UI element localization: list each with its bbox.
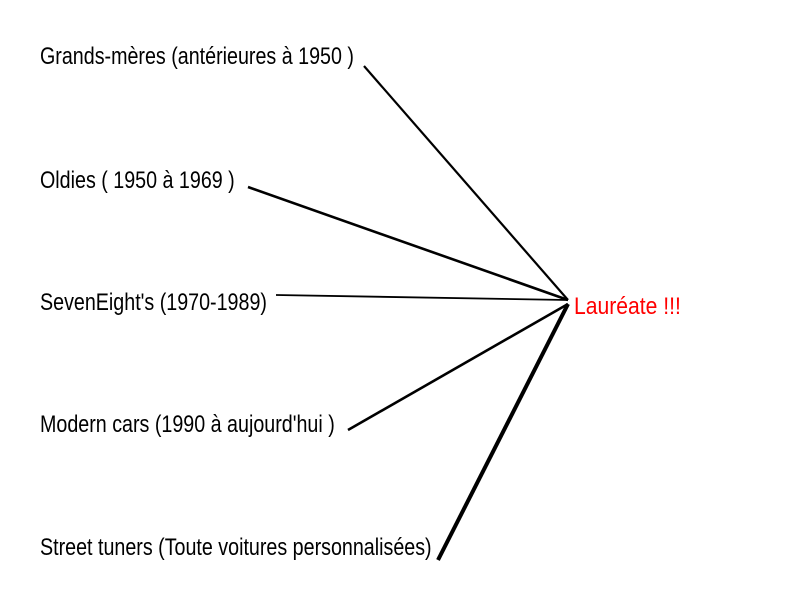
winner-label: Lauréate !!! <box>574 293 681 320</box>
category-label-grands-meres: Grands-mères (antérieures à 1950 ) <box>40 43 354 70</box>
connector-line-2 <box>275 294 569 301</box>
category-label-seveneights: SevenEight's (1970-1989) <box>40 289 267 316</box>
category-label-oldies: Oldies ( 1950 à 1969 ) <box>40 167 235 194</box>
connector-line-1 <box>247 185 569 302</box>
connector-line-0 <box>363 65 569 301</box>
connector-line-3 <box>347 302 569 432</box>
category-label-street-tuners: Street tuners (Toute voitures personnali… <box>40 534 432 561</box>
category-label-modern-cars: Modern cars (1990 à aujourd'hui ) <box>40 411 335 438</box>
connector-line-4 <box>436 303 570 561</box>
